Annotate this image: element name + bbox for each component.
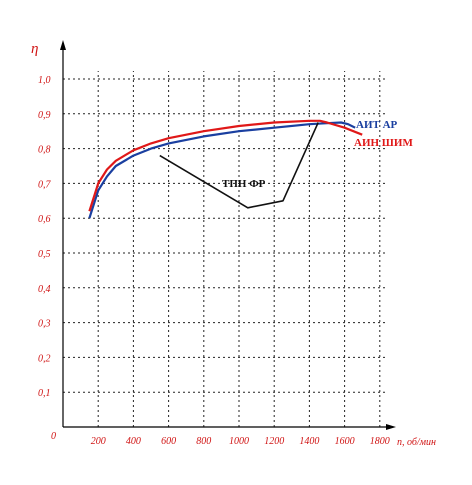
- x-tick-label: 1400: [299, 436, 319, 447]
- grid-lines: [63, 71, 388, 427]
- tick-labels: 200 400 600 800 1000 1200 1400 1600 1800 0,1 0,2 0,…: [38, 75, 390, 447]
- series-label: АИН ШИМ: [354, 137, 413, 149]
- series-labels: АИТ АР АИН ШИМ ТПН ФР: [222, 119, 413, 190]
- y-tick-label: 0,1: [38, 388, 51, 399]
- x-tick-label: 1200: [264, 436, 284, 447]
- series-label: АИТ АР: [356, 119, 398, 131]
- x-tick-label: 600: [161, 436, 176, 447]
- y-tick-label: 0,9: [38, 110, 51, 121]
- y-tick-label: 0,2: [38, 353, 51, 364]
- x-axis-arrow-icon: [386, 424, 396, 430]
- origin-label: 0: [51, 431, 56, 442]
- x-tick-label: 1000: [229, 436, 249, 447]
- x-tick-label: 1800: [370, 436, 390, 447]
- y-tick-label: 0,6: [38, 214, 51, 225]
- x-tick-label: 1600: [335, 436, 355, 447]
- y-tick-label: 0,7: [38, 179, 52, 190]
- y-tick-label: 0,3: [38, 319, 51, 330]
- y-tick-label: 0,8: [38, 145, 51, 156]
- series-line: [159, 122, 319, 209]
- y-tick-label: 0,5: [38, 249, 51, 260]
- y-tick-label: 0,4: [38, 284, 51, 295]
- series-label: ТПН ФР: [222, 178, 266, 190]
- y-axis-arrow-icon: [60, 40, 66, 50]
- y-tick-label: 1,0: [38, 75, 51, 86]
- series-lines: [88, 119, 363, 219]
- x-tick-label: 400: [126, 436, 141, 447]
- x-tick-label: 800: [196, 436, 211, 447]
- series-line: [88, 121, 356, 219]
- x-axis-title: n, об/мин: [397, 437, 436, 448]
- axes: [60, 40, 396, 430]
- series-line: [88, 119, 363, 212]
- y-axis-title: η: [31, 41, 38, 57]
- x-tick-label: 200: [91, 436, 106, 447]
